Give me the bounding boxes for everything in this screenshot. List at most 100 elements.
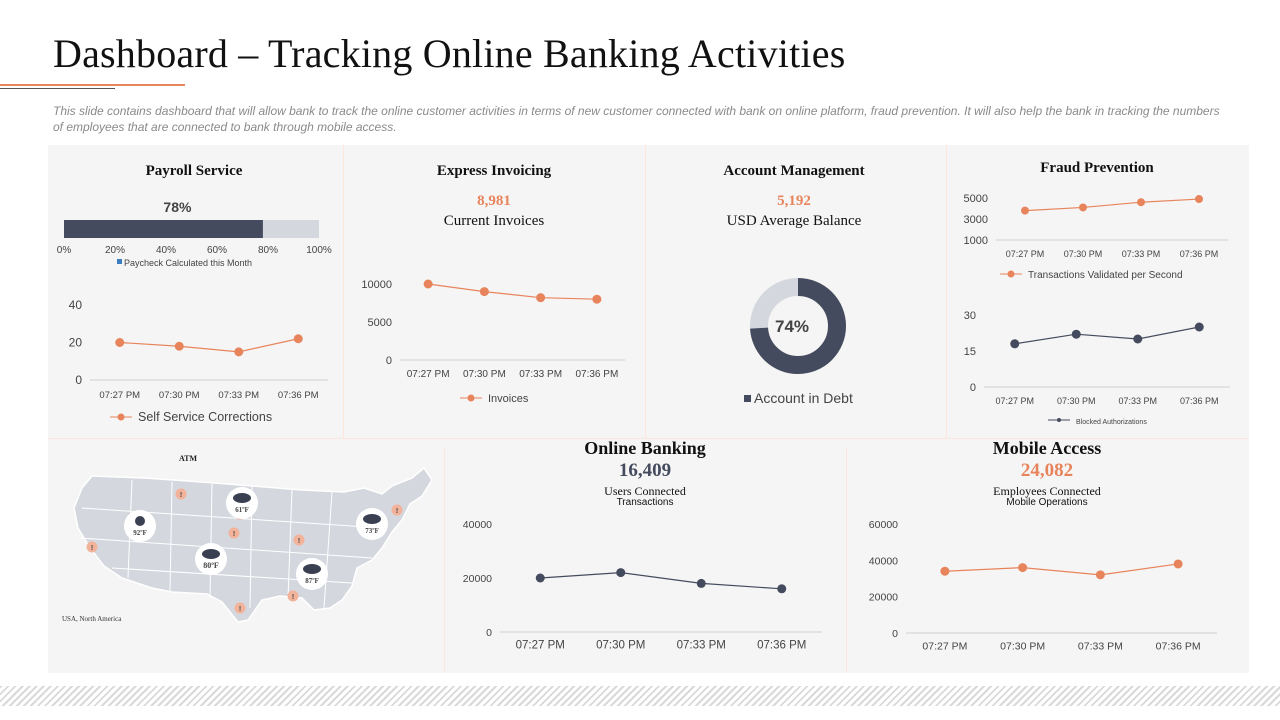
fraud-tps-chart: 1000 3000 5000 07:27 PM 07:30 PM 07:33 PM 07:3… bbox=[964, 193, 1228, 281]
y-tick-label: 40000 bbox=[463, 519, 492, 531]
legend-marker bbox=[744, 395, 751, 402]
data-point bbox=[1071, 329, 1081, 339]
data-point bbox=[115, 338, 125, 347]
alert-glyph: ! bbox=[91, 545, 93, 552]
data-point bbox=[479, 287, 489, 297]
x-tick-label: 07:27 PM bbox=[995, 396, 1034, 406]
data-point bbox=[535, 573, 545, 583]
data-point bbox=[777, 584, 787, 594]
data-point bbox=[696, 578, 706, 588]
x-tick-label: 07:27 PM bbox=[516, 640, 565, 652]
x-tick-label: 07:30 PM bbox=[1064, 249, 1103, 259]
alert-glyph: ! bbox=[292, 594, 294, 601]
series-line bbox=[1014, 326, 1200, 345]
self-service-chart: 0 20 40 07:27 PM 07:30 PM 07:33 PM 07:36 PM Sel… bbox=[69, 298, 328, 424]
y-tick-label: 5000 bbox=[964, 193, 988, 205]
series-line bbox=[1024, 198, 1200, 212]
y-tick-label: 0 bbox=[386, 355, 392, 367]
footer-hatch bbox=[0, 686, 1280, 706]
divider bbox=[645, 145, 646, 438]
divider bbox=[343, 145, 344, 438]
x-tick-label: 07:30 PM bbox=[1000, 641, 1045, 653]
express-label: Current Invoices bbox=[443, 213, 545, 229]
x-tick-label: 07:33 PM bbox=[519, 369, 562, 380]
mobile-sublabel: Mobile Operations bbox=[1006, 497, 1088, 508]
divider bbox=[444, 448, 445, 673]
alert-marker bbox=[293, 534, 305, 546]
online-title: Online Banking bbox=[584, 438, 706, 458]
account-label: USD Average Balance bbox=[726, 213, 862, 229]
y-tick-label: 5000 bbox=[368, 317, 392, 329]
x-tick-label: 07:33 PM bbox=[218, 390, 259, 401]
alert-marker bbox=[287, 590, 299, 602]
legend-marker bbox=[117, 413, 125, 421]
weather-temp-label: 61ºF bbox=[235, 506, 249, 514]
series-line bbox=[944, 563, 1179, 576]
mobile-access-chart: 0 20000 40000 60000 07:27 PM 07:30 PM 07:33 PM… bbox=[869, 519, 1217, 653]
y-tick-label: 0 bbox=[75, 373, 82, 387]
donut-slice-debt bbox=[750, 278, 846, 374]
x-tick-label: 07:36 PM bbox=[1180, 249, 1219, 259]
alert-glyph: ! bbox=[396, 508, 398, 515]
y-tick-label: 0 bbox=[486, 627, 492, 639]
data-point bbox=[423, 279, 433, 289]
x-tick-label: 07:30 PM bbox=[596, 640, 645, 652]
x-tick-label: 07:33 PM bbox=[1122, 249, 1161, 259]
payroll-bar-chart: 78% 0% 20% 40% 60% 80% 100% Paycheck Calculated… bbox=[57, 199, 332, 268]
divider bbox=[946, 145, 947, 438]
y-tick-label: 0 bbox=[892, 628, 898, 640]
data-point bbox=[1018, 563, 1028, 573]
data-point bbox=[1079, 203, 1087, 212]
online-sublabel: Transactions bbox=[616, 497, 674, 508]
y-tick-label: 20000 bbox=[869, 592, 898, 604]
data-point bbox=[1195, 195, 1203, 204]
payroll-title: Payroll Service bbox=[145, 163, 243, 179]
usa-map-shape bbox=[73, 466, 433, 623]
express-title: Express Invoicing bbox=[436, 163, 552, 179]
sun-icon bbox=[135, 516, 145, 526]
y-tick-label: 60000 bbox=[869, 519, 898, 531]
online-label: Users Connected bbox=[604, 484, 686, 498]
online-value: 16,409 bbox=[618, 460, 672, 481]
data-point bbox=[536, 293, 546, 303]
weather-temp-label: 80ºF bbox=[203, 561, 219, 570]
page-subtitle: This slide contains dashboard that will … bbox=[53, 104, 1220, 134]
y-tick-label: 40 bbox=[69, 298, 83, 312]
account-value: 5,192 bbox=[777, 193, 811, 209]
divider bbox=[48, 438, 1249, 439]
x-tick-label: 07:33 PM bbox=[1118, 396, 1157, 406]
x-tick-label: 07:36 PM bbox=[1156, 641, 1201, 653]
rain-cloud-icon bbox=[233, 493, 251, 503]
weather-temp-label: 73ºF bbox=[365, 527, 379, 535]
alert-glyph: ! bbox=[233, 531, 235, 538]
alert-marker bbox=[86, 541, 98, 553]
invoices-chart: 0 5000 10000 07:27 PM 07:30 PM 07:33 PM 07:36 … bbox=[361, 279, 625, 405]
x-tick-label: 07:36 PM bbox=[575, 369, 618, 380]
series-line bbox=[540, 571, 782, 590]
x-tick-label: 07:30 PM bbox=[463, 369, 506, 380]
data-point bbox=[1194, 322, 1204, 332]
x-tick-label: 0% bbox=[57, 245, 72, 256]
legend-label: Account in Debt bbox=[754, 390, 853, 406]
data-point bbox=[1137, 198, 1145, 207]
online-banking-chart: 0 20000 40000 07:27 PM 07:30 PM 07:33 PM 07:36… bbox=[463, 519, 822, 652]
alert-marker bbox=[391, 504, 403, 516]
legend-label: Self Service Corrections bbox=[138, 410, 272, 424]
x-tick-label: 07:30 PM bbox=[1057, 396, 1096, 406]
divider bbox=[846, 448, 847, 673]
legend-label: Invoices bbox=[488, 393, 529, 405]
y-tick-label: 40000 bbox=[869, 555, 898, 567]
account-title: Account Management bbox=[723, 163, 865, 179]
y-tick-label: 10000 bbox=[361, 279, 392, 291]
y-tick-label: 15 bbox=[964, 346, 976, 358]
y-tick-label: 20 bbox=[69, 336, 83, 350]
atm-map: ATM USA, North America !!!!!!!!61ºF92ºF8… bbox=[62, 454, 433, 623]
legend-label: Blocked Authorizations bbox=[1076, 419, 1147, 426]
data-point bbox=[1010, 339, 1020, 349]
blocked-auth-chart: 0 15 30 07:27 PM 07:30 PM 07:33 PM 07:36 PM Blo… bbox=[964, 310, 1230, 426]
legend-marker bbox=[1007, 270, 1015, 278]
x-tick-label: 07:27 PM bbox=[922, 641, 967, 653]
x-tick-label: 07:36 PM bbox=[278, 390, 319, 401]
x-tick-label: 80% bbox=[258, 245, 278, 256]
y-tick-label: 3000 bbox=[964, 214, 988, 226]
